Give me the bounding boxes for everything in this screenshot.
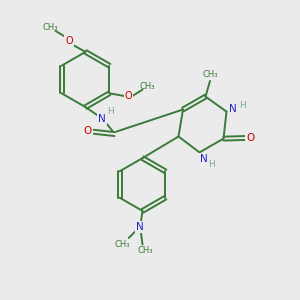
Text: N: N xyxy=(136,222,144,233)
Text: H: H xyxy=(107,107,114,116)
Text: CH₃: CH₃ xyxy=(203,70,218,80)
Text: N: N xyxy=(98,113,106,124)
Text: CH₃: CH₃ xyxy=(115,240,130,249)
Text: CH₃: CH₃ xyxy=(137,246,153,255)
Text: CH₃: CH₃ xyxy=(140,82,155,91)
Text: H: H xyxy=(239,100,245,109)
Text: CH₃: CH₃ xyxy=(43,23,58,32)
Text: N: N xyxy=(229,104,237,114)
Text: H: H xyxy=(208,160,215,169)
Text: O: O xyxy=(124,91,132,101)
Text: O: O xyxy=(65,36,73,46)
Text: O: O xyxy=(83,126,92,136)
Text: O: O xyxy=(246,133,255,143)
Text: N: N xyxy=(200,154,208,164)
